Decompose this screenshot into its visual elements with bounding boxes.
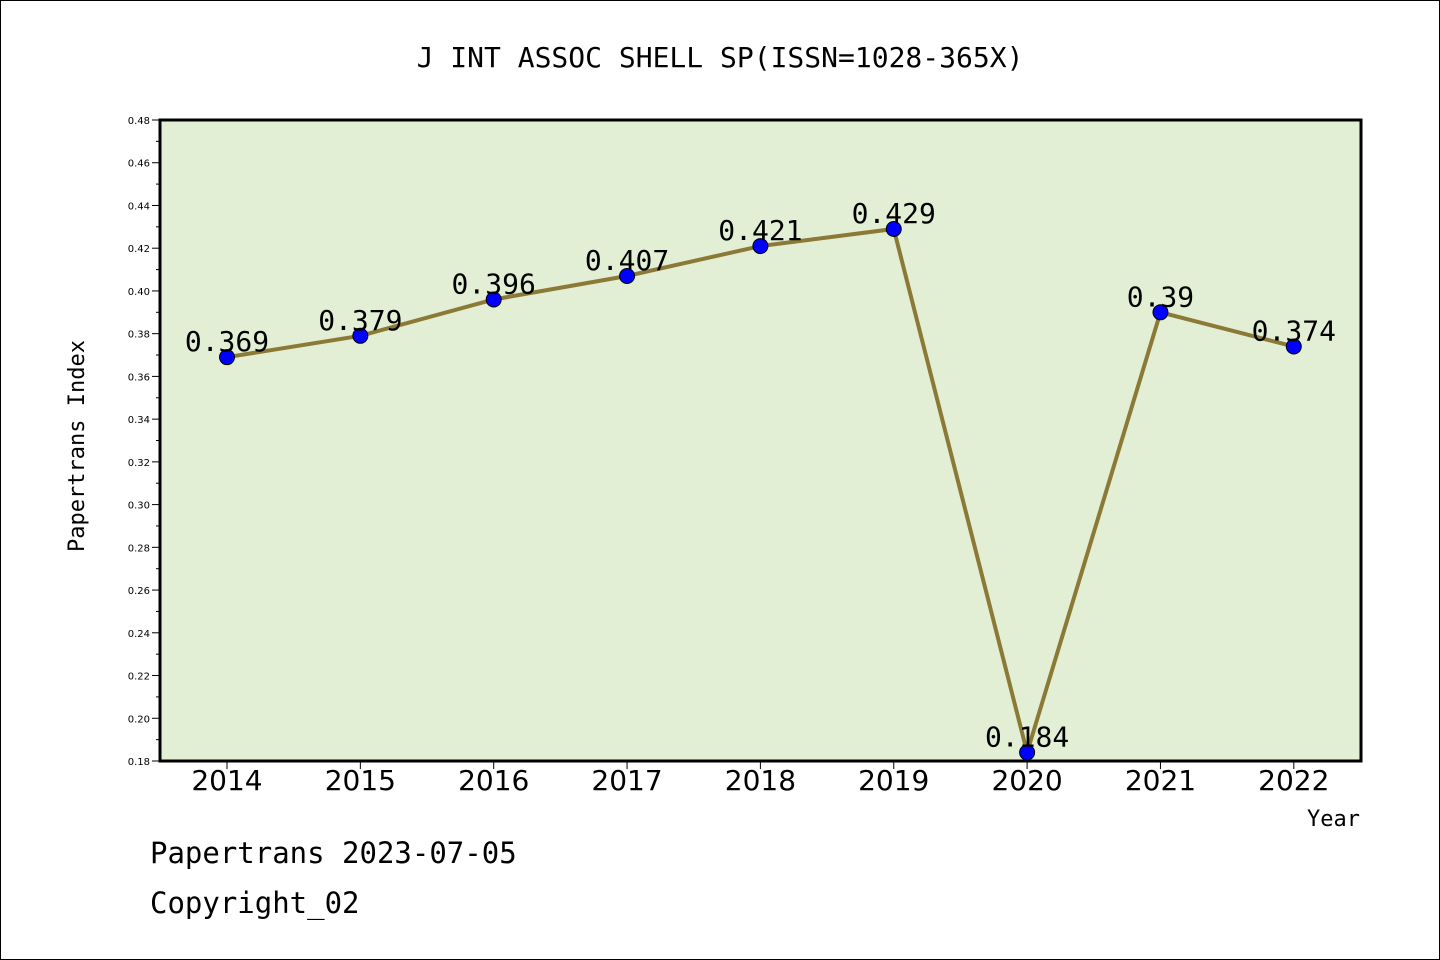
y-tick-label: 0.18 <box>128 757 150 768</box>
x-tick-label: 2018 <box>725 764 796 797</box>
y-tick-label: 0.46 <box>128 159 150 170</box>
y-tick-label: 0.48 <box>128 116 150 127</box>
source-date-text: Papertrans 2023-07-05 <box>150 836 517 870</box>
data-point-marker <box>752 238 769 255</box>
y-tick-label: 0.28 <box>128 543 150 554</box>
y-tick-label: 0.20 <box>128 714 150 725</box>
x-axis-label: Year <box>1307 807 1360 832</box>
data-point-label: 0.184 <box>985 720 1069 753</box>
x-tick-label: 2022 <box>1258 764 1329 797</box>
x-tick-label: 2021 <box>1125 764 1196 797</box>
y-tick-label: 0.40 <box>128 287 150 298</box>
chart-title: J INT ASSOC SHELL SP(ISSN=1028-365X) <box>417 41 1024 74</box>
data-point-marker <box>352 327 369 344</box>
y-axis-ticks: 0.18 0.20 0.22 0.24 0.26 0.28 0.30 0.32 0.34 0.36… <box>128 116 160 768</box>
data-point-marker <box>219 349 235 366</box>
data-point-marker <box>1019 744 1036 761</box>
data-point-label: 0.407 <box>585 244 669 277</box>
plot-area <box>158 118 1363 763</box>
y-tick-label: 0.38 <box>128 330 150 341</box>
x-tick-label: 2014 <box>191 764 262 797</box>
data-point-label: 0.396 <box>452 267 536 300</box>
x-axis-ticks: 2014 2015 2016 2017 2018 2019 2020 2021 2022 <box>191 761 1329 797</box>
y-tick-label: 0.36 <box>128 372 150 383</box>
y-axis-label: Papertrans Index <box>65 340 90 552</box>
x-tick-label: 2015 <box>325 764 396 797</box>
data-point-label: 0.369 <box>185 325 269 358</box>
y-tick-label: 0.44 <box>128 201 150 212</box>
data-point-marker <box>1152 304 1169 321</box>
x-tick-label: 2017 <box>591 764 662 797</box>
data-point-label: 0.379 <box>318 304 402 337</box>
y-tick-label: 0.24 <box>128 629 150 640</box>
data-point-marker <box>1285 338 1302 355</box>
copyright-text: Copyright_02 <box>150 886 360 920</box>
data-point-label: 0.374 <box>1252 314 1336 347</box>
y-tick-label: 0.34 <box>128 415 150 426</box>
y-tick-label: 0.30 <box>128 501 150 512</box>
data-point-label: 0.429 <box>852 197 936 230</box>
x-tick-label: 2020 <box>991 764 1062 797</box>
y-tick-label: 0.32 <box>128 458 150 469</box>
data-point-marker <box>619 267 636 284</box>
x-tick-label: 2019 <box>858 764 929 797</box>
data-point-marker <box>485 291 502 308</box>
data-point-marker <box>885 220 902 237</box>
y-tick-label: 0.22 <box>128 672 150 683</box>
x-tick-label: 2016 <box>458 764 529 797</box>
series-layer <box>219 220 1302 761</box>
data-label-layer: 0.369 0.379 0.396 0.407 0.421 0.429 0.184 0.39 0… <box>185 197 1336 753</box>
data-point-label: 0.39 <box>1127 280 1194 313</box>
y-tick-label: 0.42 <box>128 244 150 255</box>
y-tick-label: 0.26 <box>128 586 150 597</box>
data-point-label: 0.421 <box>718 214 802 247</box>
